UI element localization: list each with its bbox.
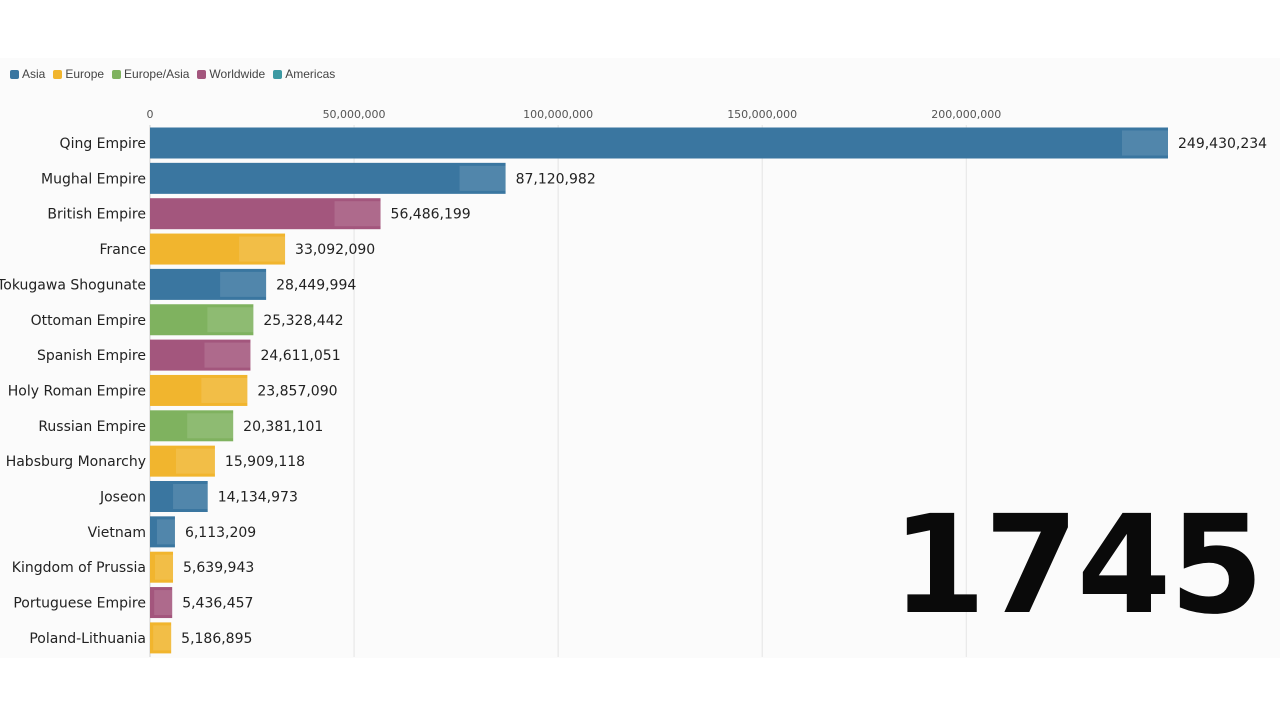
category-label: Habsburg Monarchy [6,454,146,470]
x-tick-label: 200,000,000 [931,108,1001,121]
value-label: 87,120,982 [516,171,596,187]
category-label: Qing Empire [60,136,146,152]
value-label: 5,639,943 [183,560,254,576]
value-label: 5,436,457 [182,596,253,612]
category-label: Tokugawa Shogunate [0,277,146,293]
flag-icon [156,519,175,545]
flag-icon [173,484,208,509]
bar [150,127,1168,159]
bar [150,268,267,300]
legend-label: Americas [285,67,336,81]
legend-item: Americas [273,67,335,81]
x-tick-label: 150,000,000 [727,108,797,121]
x-tick-label: 50,000,000 [323,108,386,121]
legend: Asia Europe Europe/Asia Worldwide Americas [10,67,335,81]
flag-icon [459,165,506,191]
value-label: 33,092,090 [295,242,375,258]
category-label: France [99,242,146,258]
legend-item: Asia [10,67,45,81]
category-label: Portuguese Empire [13,596,146,612]
flag-icon [1122,130,1168,156]
value-label: 23,857,090 [257,383,337,399]
value-label: 25,328,442 [263,313,343,329]
flag-icon [201,377,248,403]
bar [150,304,254,336]
category-label: Russian Empire [38,419,146,435]
value-label: 6,113,209 [185,525,256,541]
value-label: 20,381,101 [243,419,323,435]
flag-icon [204,342,251,368]
flag-icon [175,448,215,474]
bar [150,162,506,194]
category-label: Spanish Empire [37,348,146,364]
category-label: Poland-Lithuania [29,631,146,647]
legend-label: Worldwide [209,67,266,81]
legend-swatch [10,69,19,79]
value-label: 249,430,234 [1178,136,1267,152]
flag-icon [334,201,381,227]
flag-icon [220,271,267,297]
category-label: Vietnam [88,525,146,541]
bar [150,410,234,442]
bar [150,374,248,406]
bar [150,516,175,548]
category-label: Mughal Empire [41,171,146,187]
legend-item: Europe/Asia [112,67,189,81]
category-label: Joseon [99,490,146,506]
bar [150,622,172,654]
flag-icon [155,554,174,580]
category-label: Holy Roman Empire [8,383,146,399]
flag-icon [153,625,172,651]
value-label: 15,909,118 [225,454,305,470]
bar [150,481,208,512]
bar [150,233,286,265]
value-label: 5,186,895 [181,631,252,647]
legend-swatch [197,69,207,79]
bar [150,339,251,371]
value-label: 14,134,973 [218,490,298,506]
flag-icon [239,236,286,262]
bar [150,198,381,230]
bar [150,551,174,583]
value-label: 28,449,994 [276,277,356,293]
bar [150,445,215,477]
legend-label: Europe [65,67,105,81]
category-label: British Empire [47,207,146,223]
legend-label: Asia [22,67,46,81]
flag-icon [154,590,173,616]
value-label: 56,486,199 [391,207,471,223]
bar [150,587,173,619]
legend-item: Worldwide [197,67,265,81]
flag-icon [207,307,254,333]
legend-item: Europe [53,67,104,81]
category-label: Ottoman Empire [31,313,146,329]
legend-swatch [53,69,63,79]
value-label: 24,611,051 [260,348,340,364]
legend-label: Europe/Asia [124,67,190,81]
year-label: 1745 [891,487,1264,645]
x-tick-label: 100,000,000 [523,108,593,121]
legend-swatch [112,69,122,79]
legend-swatch [273,69,283,79]
x-tick-label: 0 [147,108,154,121]
category-label: Kingdom of Prussia [12,560,146,576]
flag-icon [187,413,234,439]
